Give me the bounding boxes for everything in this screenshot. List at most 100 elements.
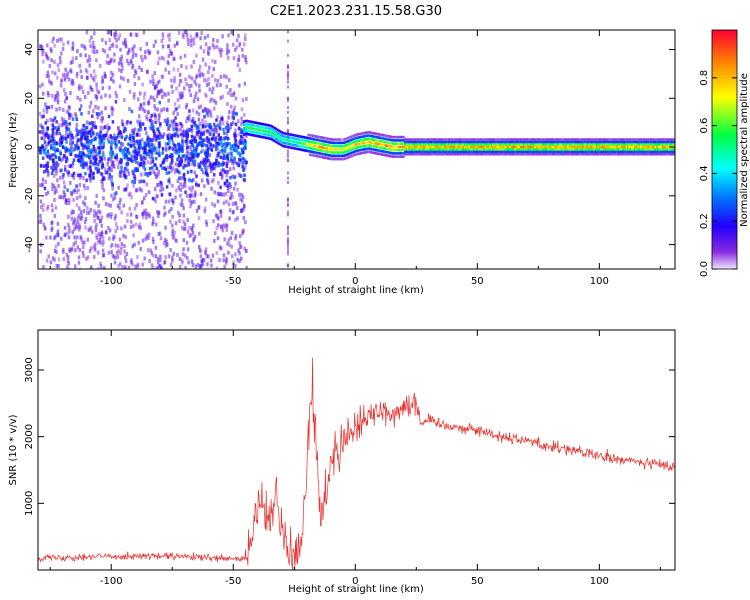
heatmap-cell [120,226,123,231]
heatmap-cell [111,186,114,191]
heatmap-cell [110,43,113,48]
heatmap-cell [468,150,471,154]
heatmap-cell [201,138,204,142]
heatmap-cell [109,77,113,82]
heatmap-cell [341,157,344,161]
heatmap-cell [412,148,415,151]
heatmap-cell [639,152,642,156]
heatmap-cell [223,136,227,140]
heatmap-cell [493,143,496,146]
heatmap-cell [489,152,492,156]
heatmap-cell [127,61,130,66]
heatmap-cell [522,140,525,144]
heatmap-cell [339,154,342,158]
heatmap-cell [193,190,197,195]
heatmap-cell [496,140,499,144]
heatmap-cell [260,129,263,132]
heatmap-cell [440,140,443,144]
heatmap-cell [560,150,563,154]
heatmap-cell [108,228,112,233]
heatmap-cell [632,138,635,141]
heatmap-cell [94,147,98,152]
heatmap-cell [619,140,622,144]
heatmap-cell [588,140,591,144]
heatmap-cell [437,148,440,151]
heatmap-cell [132,138,136,143]
heatmap-cell [134,32,138,37]
heatmap-cell [295,144,298,147]
heatmap-cell [174,221,178,226]
heatmap-cell [535,148,538,151]
heatmap-cell [205,153,209,158]
heatmap-cell [152,265,155,269]
heatmap-cell [481,138,484,141]
heatmap-cell [77,255,81,260]
heatmap-cell [200,167,203,172]
heatmap-cell [94,166,98,170]
heatmap-cell [282,141,285,145]
heatmap-cell [209,110,212,115]
heatmap-cell [546,152,549,156]
heatmap-cell [207,130,211,135]
heatmap-cell [335,151,338,154]
heatmap-cell [94,136,97,140]
heatmap-cell [612,140,615,144]
heatmap-cell [407,152,410,156]
heatmap-cell [219,246,223,251]
heatmap-cell [185,136,189,140]
heatmap-cell [250,130,253,133]
heatmap-cell [191,230,195,235]
heatmap-cell [231,210,235,215]
heatmap-cell [164,211,167,216]
heatmap-cell [202,132,205,136]
heatmap-cell [83,133,87,137]
heatmap-cell [522,138,525,141]
heatmap-cell [588,152,591,156]
heatmap-cell [61,195,65,200]
heatmap-cell [93,120,96,125]
heatmap-cell [497,152,500,156]
heatmap-cell [51,123,54,127]
x-tick-label: -50 [225,576,241,587]
heatmap-cell [95,193,99,198]
heatmap-cell [532,140,535,144]
heatmap-cell [201,148,204,153]
heatmap-cell [107,203,111,208]
heatmap-cell [547,143,550,146]
heatmap-cell [641,140,644,144]
heatmap-cell [88,57,92,62]
heatmap-cell [313,141,316,144]
heatmap-cell [623,148,626,151]
heatmap-cell [664,148,667,151]
heatmap-cell [243,173,246,177]
heatmap-cell [256,131,259,135]
heatmap-cell [405,138,408,141]
heatmap-cell [174,168,177,173]
heatmap-cell [506,145,509,149]
heatmap-cell [219,172,222,176]
heatmap-cell [487,152,490,156]
heatmap-cell [266,123,269,127]
heatmap-cell [153,98,156,103]
heatmap-cell [76,235,79,240]
heatmap-cell [440,138,443,141]
heatmap-cell [91,44,95,49]
heatmap-cell [41,177,45,182]
heatmap-cell [423,145,426,149]
heatmap-cell [670,148,673,151]
heatmap-cell [93,31,96,36]
heatmap-cell [519,143,522,146]
heatmap-cell [392,155,395,158]
heatmap-cell [119,197,122,202]
heatmap-cell [445,145,448,149]
heatmap-cell [47,155,51,160]
heatmap-cell [573,148,576,151]
heatmap-cell [323,156,326,159]
heatmap-cell [481,143,484,146]
heatmap-cell [231,194,234,199]
heatmap-cell [219,136,223,140]
heatmap-cell [563,140,566,144]
heatmap-cell [234,111,237,116]
heatmap-cell [582,150,585,154]
heatmap-cell [458,143,461,146]
